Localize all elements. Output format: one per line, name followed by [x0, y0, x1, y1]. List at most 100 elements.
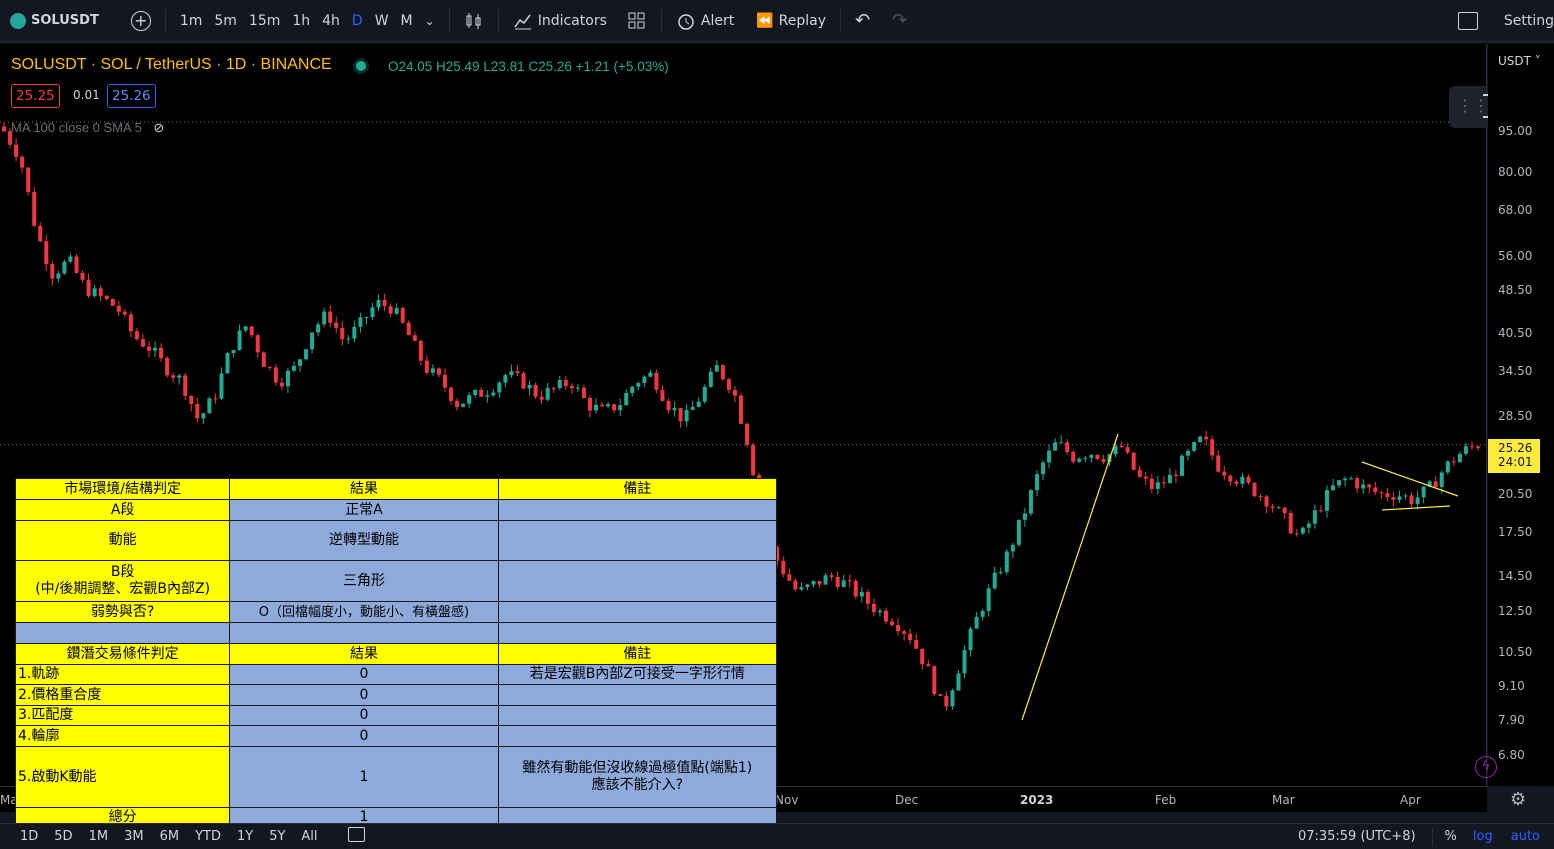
auto-toggle[interactable]: auto	[1510, 829, 1540, 844]
candle-body	[74, 256, 79, 273]
clock[interactable]: 07:35:59 (UTC+8)	[1297, 829, 1416, 844]
candle-body	[787, 574, 792, 581]
candle-body	[1361, 484, 1366, 489]
timeframe-15m[interactable]: 15m	[248, 12, 281, 29]
timeframe-5m[interactable]: 5m	[214, 12, 237, 29]
candle-body	[739, 395, 743, 424]
symbol-search[interactable]: SOLUSDT	[0, 12, 105, 29]
time-tick-label: Apr	[1400, 793, 1421, 807]
percent-toggle[interactable]: %	[1444, 829, 1457, 844]
timeframe-1h[interactable]: 1h	[292, 12, 311, 29]
candle-body	[273, 367, 278, 383]
row-note	[497, 684, 778, 706]
candle-body	[581, 387, 586, 398]
candle-body	[563, 379, 568, 387]
candle-body	[1192, 441, 1197, 451]
candle-body	[648, 372, 653, 377]
range-1m[interactable]: 1M	[88, 829, 109, 844]
candle-body	[225, 353, 230, 374]
table-header-cell: 鑽潛交易條件判定	[14, 643, 231, 665]
ma-indicator-legend[interactable]: MA 100 close 0 SMA 5 ⊘	[11, 120, 164, 136]
log-toggle[interactable]: log	[1472, 829, 1493, 844]
candle-body	[14, 144, 19, 157]
timeframe-w[interactable]: W	[374, 12, 389, 29]
candle-body	[1240, 476, 1245, 484]
range-5y[interactable]: 5Y	[269, 829, 286, 844]
candle-body	[62, 261, 67, 274]
layouts-button[interactable]	[621, 11, 653, 31]
date-range-button[interactable]	[347, 827, 365, 846]
candle-body	[1337, 480, 1342, 486]
timeframe-dropdown[interactable]: ⌄	[419, 14, 441, 28]
candle-body	[841, 580, 846, 587]
candle-body	[1343, 478, 1348, 481]
candle-body	[962, 650, 967, 674]
empty-cell	[14, 622, 231, 644]
candle-body	[406, 322, 411, 336]
range-group: 1D 5D 1M 3M 6M YTD 1Y 5Y All	[0, 829, 326, 844]
candle-body	[153, 347, 158, 351]
candle-body	[950, 690, 955, 707]
timeframe-4h[interactable]: 4h	[322, 12, 340, 29]
timeframe-d[interactable]: D	[351, 12, 363, 29]
candle-body	[116, 305, 121, 312]
candle-body	[370, 307, 375, 318]
candle-body	[364, 317, 369, 319]
currency-selector[interactable]: USDT ˅	[1498, 54, 1541, 68]
alert-button[interactable]: Alert	[670, 11, 740, 31]
market-status-icon	[356, 61, 366, 71]
price-axis[interactable]: USDT ˅ 25.26 24:01 ϟ 95.00 80.00 68.00 56.0…	[1475, 44, 1554, 786]
redo-button[interactable]: ↷	[886, 10, 913, 31]
bid-price-box[interactable]: 25.25	[11, 84, 60, 108]
settings-button[interactable]: Setting	[1498, 13, 1554, 29]
bottom-bar: 1D 5D 1M 3M 6M YTD 1Y 5Y All 07:35:59 (UTC+8) % …	[0, 823, 1554, 849]
indicators-button[interactable]: Indicators	[507, 11, 613, 31]
timeframe-m[interactable]: M	[400, 12, 413, 29]
candle-body	[1469, 446, 1474, 448]
undo-button[interactable]: ↶	[849, 10, 876, 31]
candle-body	[515, 371, 520, 374]
row-result: 0	[229, 684, 499, 706]
drag-handle-icon[interactable]: ⋮⋮	[1457, 96, 1489, 115]
price-chart[interactable]	[0, 44, 1487, 786]
gear-icon[interactable]: ⚙	[1510, 789, 1527, 810]
candle-body	[823, 575, 828, 585]
range-ytd[interactable]: YTD	[195, 829, 221, 844]
candle-body	[1179, 455, 1184, 476]
candle-body	[32, 191, 37, 226]
fullscreen-button[interactable]	[1452, 11, 1484, 30]
candle-body	[799, 587, 804, 590]
ask-price-box[interactable]: 25.26	[107, 84, 156, 108]
price-tick-label: 14.50	[1498, 569, 1533, 584]
range-6m[interactable]: 6M	[159, 829, 180, 844]
candle-body	[1004, 551, 1009, 573]
candle-body	[322, 311, 327, 325]
range-3m[interactable]: 3M	[124, 829, 144, 844]
range-1d[interactable]: 1D	[20, 829, 39, 844]
timeframe-1m[interactable]: 1m	[179, 12, 203, 29]
eye-hidden-icon[interactable]: ⊘	[153, 120, 165, 135]
range-1y[interactable]: 1Y	[236, 829, 254, 844]
candle-body	[430, 368, 435, 373]
candle-body	[630, 386, 635, 394]
candle-body	[491, 392, 496, 396]
candle-body	[751, 444, 756, 476]
compare-symbol-button[interactable]: +	[125, 10, 157, 31]
chart-type-button[interactable]	[458, 11, 490, 31]
empty-cell	[497, 622, 778, 644]
range-all[interactable]: All	[301, 829, 318, 844]
price-tick-label: 28.50	[1498, 409, 1533, 424]
candle-body	[140, 339, 145, 347]
candle-body	[497, 382, 502, 393]
lightning-icon[interactable]: ϟ	[1475, 756, 1497, 778]
table-row: 3.匹配度 0	[14, 705, 778, 726]
range-5d[interactable]: 5D	[54, 829, 73, 844]
candle-body	[1331, 485, 1336, 491]
candle-body	[1083, 457, 1088, 459]
empty-cell	[229, 622, 499, 644]
replay-button[interactable]: ⏪ Replay	[750, 13, 832, 29]
alarm-clock-icon	[678, 13, 694, 30]
table-header-cell: 備註	[497, 643, 778, 665]
row-label: 3.匹配度	[14, 705, 231, 726]
candle-body	[237, 330, 242, 350]
